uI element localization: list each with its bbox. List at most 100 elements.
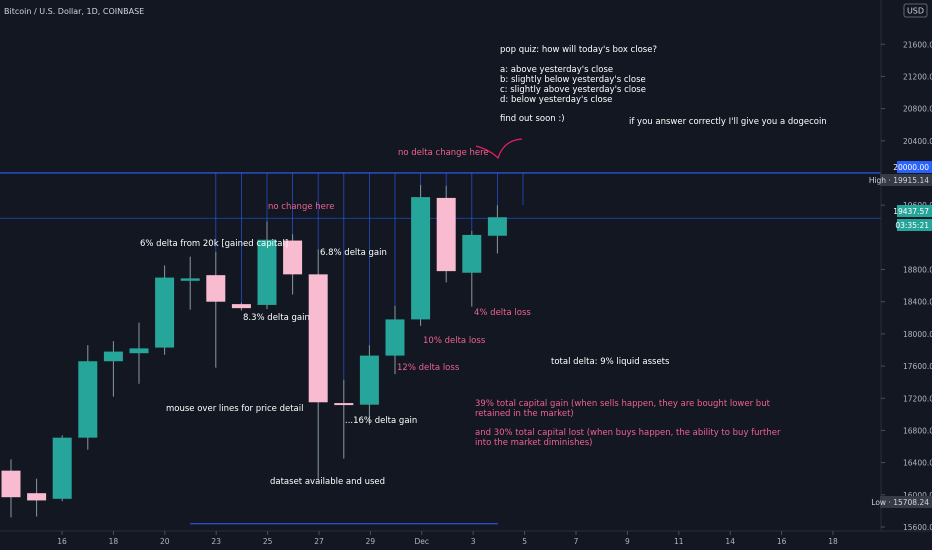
label-high-bg xyxy=(880,174,932,186)
candle[interactable] xyxy=(308,249,328,480)
candle-body[interactable] xyxy=(487,217,507,236)
candle[interactable] xyxy=(52,435,72,502)
time-axis-ticks: 16 18 20 23 25 27 29 Dec 3 5 7 9 11 14 16 18 xyxy=(57,531,838,546)
label-countdown-bg xyxy=(897,219,932,231)
time-tick-label: 7 xyxy=(574,537,579,546)
candle-body[interactable] xyxy=(283,240,303,275)
candle[interactable] xyxy=(231,302,251,311)
candle-body[interactable] xyxy=(411,197,431,320)
label-high-text: High · 19915.14 xyxy=(869,176,929,185)
label-last-bg xyxy=(897,205,932,217)
candle[interactable] xyxy=(283,234,303,295)
time-tick-label: 16 xyxy=(57,537,67,546)
price-tick-label: 16000.00 xyxy=(903,491,932,500)
time-tick-label: 20 xyxy=(160,537,170,546)
time-tick-label: 9 xyxy=(625,537,630,546)
quiz-option-c: c: slightly above yesterday's close xyxy=(500,85,646,95)
capital-lost-line-1: and 30% total capital lost (when buys ha… xyxy=(475,428,781,438)
price-tick-label: 21600.00 xyxy=(903,40,932,49)
candle[interactable] xyxy=(27,478,47,517)
candle-body[interactable] xyxy=(206,275,226,302)
quiz-title: pop quiz: how will today's box close? xyxy=(500,45,657,55)
label-high: High · 19915.14 xyxy=(869,174,932,186)
quiz-option-d: d: below yesterday's close xyxy=(500,95,612,105)
mouse-over-text: mouse over lines for price detail xyxy=(166,404,304,414)
label-last: 19437.57 03:35:21 xyxy=(893,205,932,231)
candle-body[interactable] xyxy=(257,239,277,305)
price-tick-label: 21200.00 xyxy=(903,72,932,81)
currency-button[interactable]: USD xyxy=(903,3,928,18)
candle[interactable] xyxy=(1,459,21,518)
candle-body[interactable] xyxy=(334,403,354,406)
price-tick-label: 18400.00 xyxy=(903,298,932,307)
candle[interactable] xyxy=(334,379,354,459)
candle[interactable] xyxy=(180,256,200,310)
dataset-text: dataset available and used xyxy=(270,477,385,487)
vertical-lines[interactable] xyxy=(215,172,524,380)
time-tick-label: 18 xyxy=(109,537,119,546)
ten-percent-loss-text: 10% delta loss xyxy=(423,336,486,346)
candle-body[interactable] xyxy=(462,234,482,273)
candle-body[interactable] xyxy=(78,361,98,438)
candle-body[interactable] xyxy=(129,348,149,354)
candle[interactable] xyxy=(129,322,149,384)
candle[interactable] xyxy=(257,221,277,309)
candle[interactable] xyxy=(155,265,175,355)
price-tick-label: 16400.00 xyxy=(903,459,932,468)
capital-lost-line-2: into the market diminishes) xyxy=(475,438,592,448)
find-out-text: find out soon :) xyxy=(500,114,565,124)
price-tick-label: 20800.00 xyxy=(903,105,932,114)
price-tick-label: 15600.00 xyxy=(903,523,932,532)
currency-button-label[interactable]: USD xyxy=(907,7,924,16)
label-20000: 20000.00 xyxy=(893,161,932,173)
candle-body[interactable] xyxy=(359,355,379,405)
candle-body[interactable] xyxy=(436,197,456,272)
candle-body[interactable] xyxy=(103,351,123,362)
candle[interactable] xyxy=(359,345,379,425)
time-tick-label: 23 xyxy=(211,537,221,546)
label-low: Low · 15708.24 xyxy=(871,496,932,508)
price-tick-label: 20400.00 xyxy=(903,137,932,146)
time-tick-label: 29 xyxy=(366,537,376,546)
time-tick-label: 16 xyxy=(777,537,787,546)
eight-three-percent-text: 8.3% delta gain xyxy=(243,313,310,323)
no-change-text: no change here xyxy=(268,202,334,212)
capital-gain-line-2: retained in the market) xyxy=(475,409,574,419)
time-tick-label: 5 xyxy=(522,537,527,546)
time-tick-label: 3 xyxy=(471,537,476,546)
candle-body[interactable] xyxy=(27,493,47,501)
candle-body[interactable] xyxy=(231,304,251,309)
four-percent-loss-text: 4% delta loss xyxy=(474,308,531,318)
candle-body[interactable] xyxy=(385,319,405,356)
candle[interactable] xyxy=(436,185,456,283)
quiz-option-b: b: slightly below yesterday's close xyxy=(500,75,646,85)
annotations: pop quiz: how will today's box close? a:… xyxy=(140,45,827,487)
price-tick-label: 17200.00 xyxy=(903,394,932,403)
candle-body[interactable] xyxy=(52,437,72,499)
candle[interactable] xyxy=(103,341,123,397)
quiz-option-a: a: above yesterday's close xyxy=(500,65,613,75)
time-axis[interactable]: 16 18 20 23 25 27 29 Dec 3 5 7 9 11 14 16 18 xyxy=(0,530,932,546)
label-low-bg xyxy=(880,496,932,508)
candle-body[interactable] xyxy=(155,277,175,348)
label-low-text: Low · 15708.24 xyxy=(871,498,929,507)
six-eight-percent-text: 6.8% delta gain xyxy=(320,248,387,258)
candle-body[interactable] xyxy=(180,278,200,281)
candle-body[interactable] xyxy=(1,470,21,498)
price-axis[interactable]: 21600.0021200.0020800.0020400.0019600.00… xyxy=(869,0,932,532)
total-delta-text: total delta: 9% liquid assets xyxy=(551,357,670,367)
time-tick-label: 27 xyxy=(314,537,324,546)
label-last-text: 19437.57 xyxy=(893,207,929,216)
candle[interactable] xyxy=(385,305,405,375)
currency-button-frame[interactable] xyxy=(903,3,928,18)
candle[interactable] xyxy=(462,230,482,307)
price-tick-label: 17600.00 xyxy=(903,362,932,371)
candle[interactable] xyxy=(411,185,431,326)
candles[interactable] xyxy=(1,185,507,518)
candle[interactable] xyxy=(206,251,226,368)
candle[interactable] xyxy=(78,345,98,450)
candle-body[interactable] xyxy=(308,274,328,403)
candle[interactable] xyxy=(487,205,507,254)
